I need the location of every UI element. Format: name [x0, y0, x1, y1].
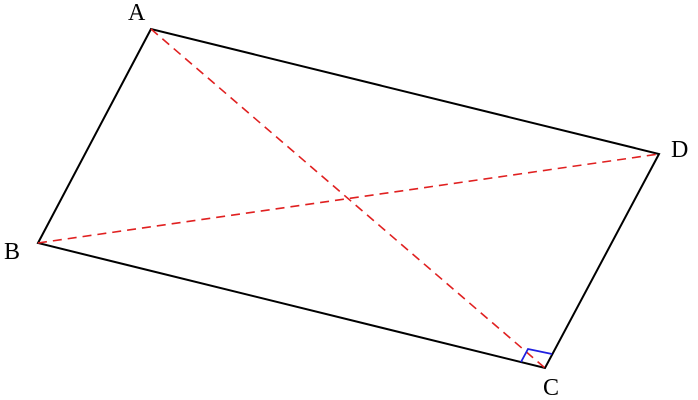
- vertex-label: A: [128, 0, 146, 26]
- quadrilateral: [36, 27, 661, 370]
- right-angle-marker: [520, 347, 553, 363]
- vertex-label: C: [543, 375, 559, 400]
- vertex-label: B: [4, 239, 20, 265]
- vertex-label: D: [671, 137, 688, 163]
- diagonal-ac: [150, 28, 546, 369]
